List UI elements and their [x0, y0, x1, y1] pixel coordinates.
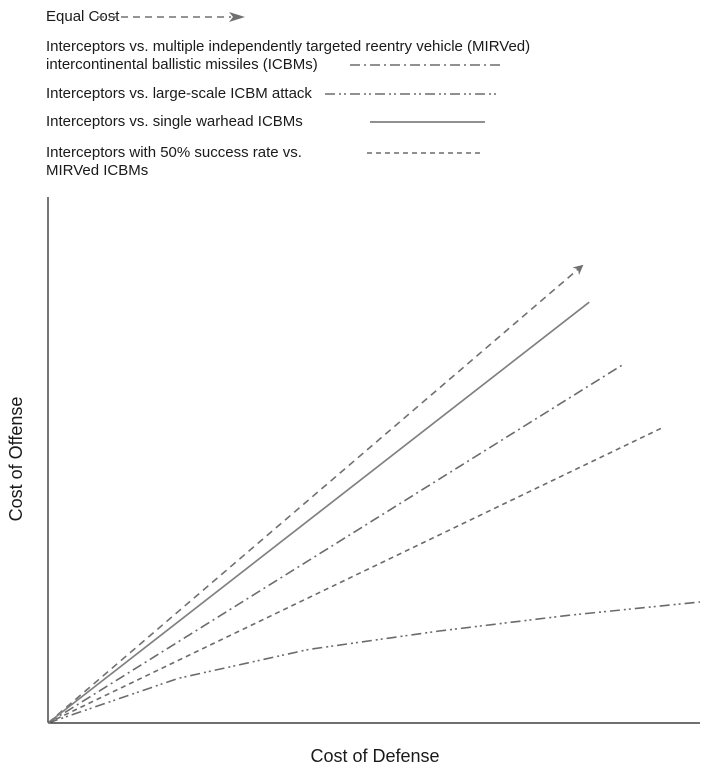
legend-label: MIRVed ICBMs — [46, 162, 148, 179]
legend-label: Interceptors with 50% success rate vs. — [46, 144, 302, 161]
axes — [47, 197, 700, 724]
legend-label: Interceptors vs. multiple independently … — [46, 38, 530, 55]
series-line-1-equal-cost — [47, 264, 584, 724]
y-axis-label: Cost of Offense — [6, 397, 26, 522]
series-line-2-interceptors-vs-multiple-independently-t — [47, 364, 623, 724]
legend-label: Interceptors vs. single warhead ICBMs — [46, 113, 303, 130]
series-line-3-interceptors-vs-large-scale-icbm-attack — [47, 601, 701, 724]
series-line-5-interceptors-with-50-success-rate-vs-mir — [47, 427, 662, 724]
legend-item-2: Interceptors vs. multiple independently … — [46, 38, 530, 73]
legend-label: Interceptors vs. large-scale ICBM attack — [46, 85, 312, 102]
legend-item-5: Interceptors with 50% success rate vs.MI… — [46, 144, 484, 179]
legend-label: intercontinental ballistic missiles (ICB… — [46, 56, 318, 73]
legend-arrow-icon — [229, 12, 245, 22]
legend: Equal Cost Interceptors vs. multiple inde… — [46, 8, 530, 179]
legend-item-1: Equal Cost — [46, 8, 245, 25]
x-axis-label: Cost of Defense — [310, 746, 439, 766]
legend-label: Equal Cost — [46, 8, 120, 25]
series-lines — [47, 264, 701, 724]
legend-item-4: Interceptors vs. single warhead ICBMs — [46, 113, 485, 130]
series-line-4-interceptors-vs-single-warhead-icbms — [47, 301, 590, 724]
legend-item-3: Interceptors vs. large-scale ICBM attack — [46, 85, 500, 102]
